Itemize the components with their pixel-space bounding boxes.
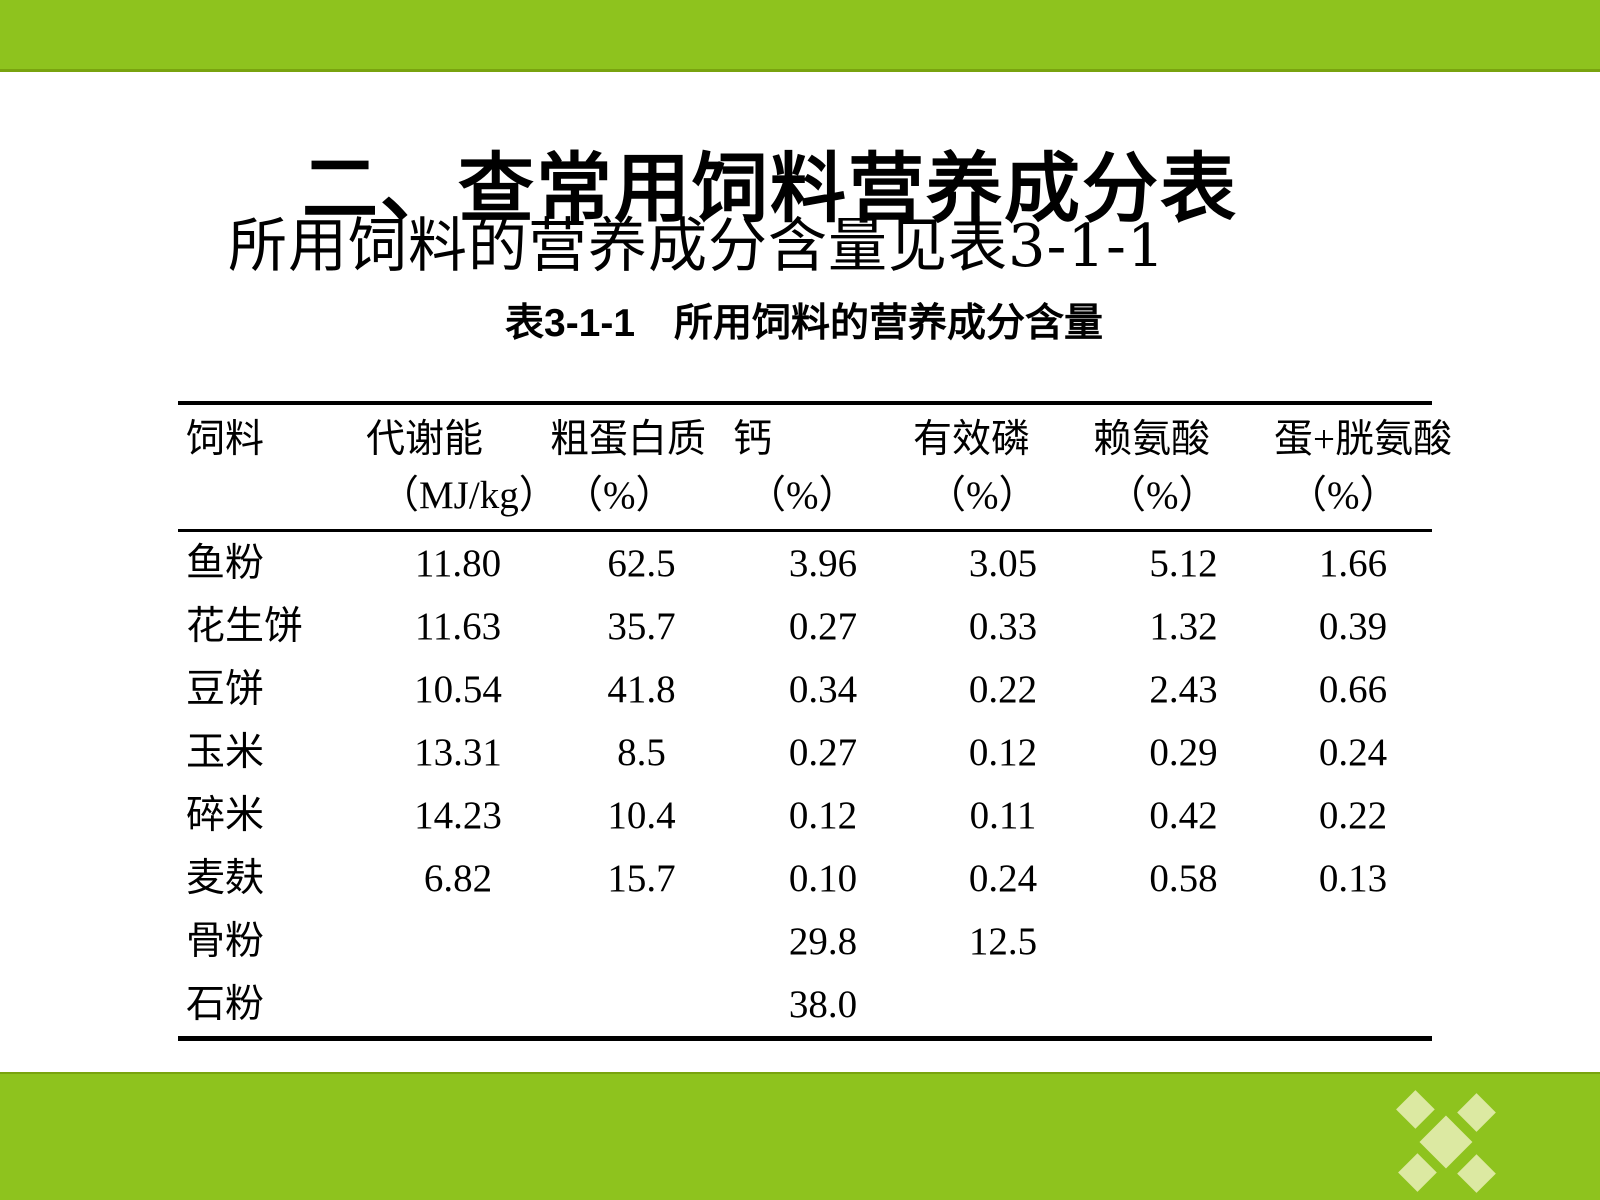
value-cell-6-1 xyxy=(550,910,733,973)
value-cell-6-2: 29.8 xyxy=(788,920,858,963)
value-cell-0-3: 3.05 xyxy=(968,542,1038,585)
value-cell-6-5 xyxy=(1274,910,1432,973)
value-cell-4-2: 0.12 xyxy=(788,794,858,837)
feed-name-cell: 碎米 xyxy=(186,794,265,837)
feed-name-cell: 豆饼 xyxy=(186,668,265,711)
value-cell-3-5: 0.24 xyxy=(1318,731,1388,774)
value-cell-5-2: 0.10 xyxy=(788,857,858,900)
value-cell-7-1 xyxy=(550,973,733,1036)
value-cell-5-5: 0.13 xyxy=(1318,857,1388,900)
value-cell-5-0: 6.82 xyxy=(423,857,493,900)
column-header-5: 赖氨酸 xyxy=(1093,418,1211,461)
table-header-units-row: （MJ/kg） （%） （%） （%） （%） （%） xyxy=(178,467,1432,527)
column-unit-1: （MJ/kg） xyxy=(380,474,558,517)
value-cell-4-4: 0.42 xyxy=(1149,794,1218,837)
table-header: 饲料 代谢能 粗蛋白质钙有效磷 赖氨酸 蛋+胱氨酸 （MJ/kg） （%） （%） （%） （%… xyxy=(178,405,1452,532)
value-cell-3-0: 13.31 xyxy=(414,731,502,774)
value-cell-4-1: 10.4 xyxy=(607,794,676,837)
value-cell-2-3: 0.22 xyxy=(968,668,1038,711)
value-cell-7-5 xyxy=(1274,973,1432,1036)
value-cell-7-0 xyxy=(366,973,550,1036)
feed-name-cell: 玉米 xyxy=(186,731,265,774)
column-header-2: 粗蛋白质 xyxy=(550,418,707,461)
bottom-green-bar xyxy=(0,1072,1600,1200)
table-body: 鱼粉 11.80 62.5 3.96 3.05 5.12 1.66 花生饼 11.63 35.7 0… xyxy=(178,532,1432,1036)
column-unit-0 xyxy=(178,467,366,527)
table-row-1: 花生饼 11.63 35.7 0.27 0.33 1.32 0.39 xyxy=(178,595,1432,658)
value-cell-1-5: 0.39 xyxy=(1318,605,1388,648)
column-header-6: 蛋+胱氨酸 xyxy=(1274,418,1452,461)
feed-name-cell: 石粉 xyxy=(186,983,265,1026)
table-row-7: 石粉 38.0 xyxy=(178,973,1432,1036)
column-header-0: 饲料 xyxy=(186,418,265,461)
column-unit-4: （%） xyxy=(927,474,1038,517)
column-header-4: 有效磷 xyxy=(913,418,1031,461)
value-cell-2-1: 41.8 xyxy=(607,668,676,711)
value-cell-3-3: 0.12 xyxy=(968,731,1038,774)
value-cell-0-2: 3.96 xyxy=(788,542,858,585)
slide-subtitle: 所用饲料的营养成分含量见表3-1-1 xyxy=(228,211,1166,280)
value-cell-6-0 xyxy=(366,910,550,973)
value-cell-0-4: 5.12 xyxy=(1149,542,1218,585)
table-row-3: 玉米 13.31 8.5 0.27 0.12 0.29 0.24 xyxy=(178,721,1432,784)
value-cell-1-3: 0.33 xyxy=(968,605,1038,648)
nutrition-table: 饲料 代谢能 粗蛋白质钙有效磷 赖氨酸 蛋+胱氨酸 （MJ/kg） （%） （%） （%） （%… xyxy=(178,401,1452,1041)
table-row-0: 鱼粉 11.80 62.5 3.96 3.05 5.12 1.66 xyxy=(178,532,1432,595)
value-cell-4-3: 0.11 xyxy=(969,794,1037,837)
feed-name-cell: 骨粉 xyxy=(186,920,265,963)
value-cell-3-4: 0.29 xyxy=(1149,731,1218,774)
value-cell-1-0: 11.63 xyxy=(414,605,502,648)
table-row-5: 麦麸 6.82 15.7 0.10 0.24 0.58 0.13 xyxy=(178,847,1432,910)
value-cell-0-1: 62.5 xyxy=(607,542,676,585)
value-cell-1-2: 0.27 xyxy=(788,605,858,648)
value-cell-0-0: 11.80 xyxy=(414,542,502,585)
table-header-labels-row: 饲料 代谢能 粗蛋白质钙 有效磷 赖氨酸 蛋+胱氨酸 xyxy=(178,405,1452,467)
feed-name-cell: 花生饼 xyxy=(186,605,304,648)
table-row-4: 碎米 14.23 10.4 0.12 0.11 0.42 0.22 xyxy=(178,784,1432,847)
value-cell-6-4 xyxy=(1093,910,1274,973)
value-cell-4-0: 14.23 xyxy=(414,794,502,837)
column-unit-6: （%） xyxy=(1288,474,1399,517)
table-row-6: 骨粉 29.8 12.5 xyxy=(178,910,1432,973)
column-unit-5: （%） xyxy=(1107,474,1218,517)
value-cell-4-5: 0.22 xyxy=(1318,794,1388,837)
slide-title: 二、查常用饲料营养成分表 xyxy=(302,146,1238,232)
column-unit-2: （%） xyxy=(564,474,675,517)
column-header-3: 钙 xyxy=(733,418,773,461)
table-row-2: 豆饼 10.54 41.8 0.34 0.22 2.43 0.66 xyxy=(178,658,1432,721)
value-cell-5-1: 15.7 xyxy=(607,857,676,900)
value-cell-0-5: 1.66 xyxy=(1318,542,1388,585)
value-cell-5-3: 0.24 xyxy=(968,857,1038,900)
value-cell-2-4: 2.43 xyxy=(1149,668,1218,711)
value-cell-1-4: 1.32 xyxy=(1149,605,1218,648)
table-caption: 表3-1-1 所用饲料的营养成分含量 xyxy=(505,302,1104,345)
value-cell-7-3 xyxy=(913,973,1093,1036)
column-unit-3: （%） xyxy=(747,474,858,517)
value-cell-3-1: 8.5 xyxy=(617,731,666,774)
value-cell-2-5: 0.66 xyxy=(1318,668,1388,711)
diamond-cluster-logo-icon xyxy=(1396,1090,1496,1193)
top-green-bar xyxy=(0,0,1600,72)
column-header-1: 代谢能 xyxy=(366,418,484,461)
value-cell-3-2: 0.27 xyxy=(788,731,858,774)
value-cell-2-2: 0.34 xyxy=(788,668,858,711)
value-cell-7-4 xyxy=(1093,973,1274,1036)
value-cell-2-0: 10.54 xyxy=(414,668,502,711)
value-cell-5-4: 0.58 xyxy=(1149,857,1218,900)
feed-name-cell: 麦麸 xyxy=(186,857,265,900)
value-cell-1-1: 35.7 xyxy=(607,605,676,648)
value-cell-6-3: 12.5 xyxy=(968,920,1038,963)
value-cell-7-2: 38.0 xyxy=(788,983,858,1026)
feed-name-cell: 鱼粉 xyxy=(186,542,265,585)
